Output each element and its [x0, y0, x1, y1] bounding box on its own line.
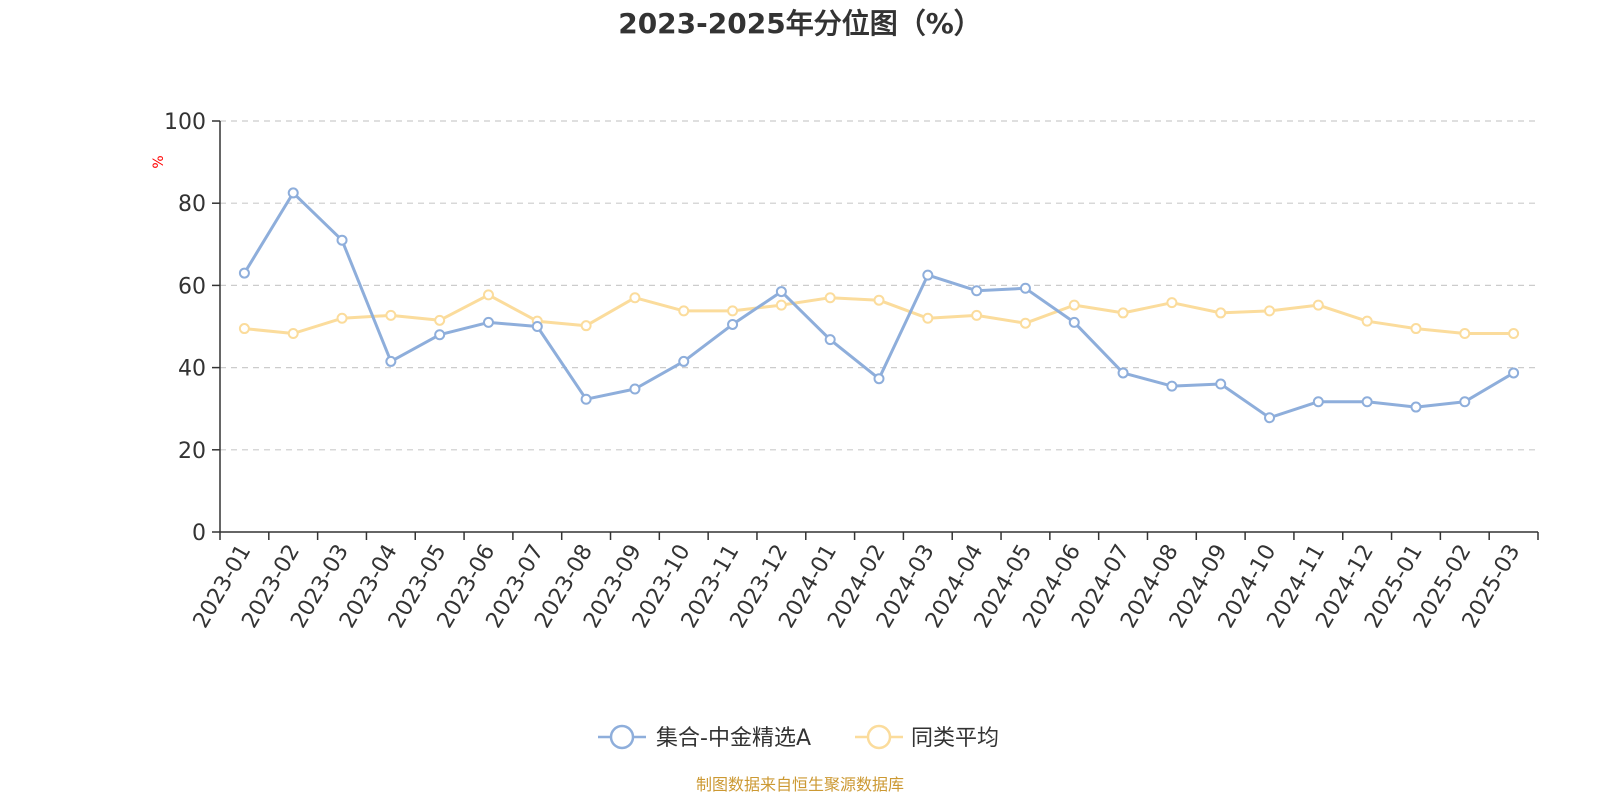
data-point — [1166, 297, 1178, 309]
data-point — [238, 323, 250, 335]
series-layer — [238, 187, 1520, 424]
y-tick-label: 60 — [178, 274, 206, 299]
legend: 集合-中金精选A 同类平均 — [598, 724, 999, 751]
data-point — [1410, 401, 1422, 413]
data-point — [971, 285, 983, 297]
series-2 — [238, 289, 1520, 339]
y-axis-unit: % — [151, 155, 167, 168]
chart-title: 2023-2025年分位图（%） — [618, 7, 982, 40]
data-point — [1459, 327, 1471, 339]
legend-item: 同类平均 — [855, 724, 999, 751]
data-point — [287, 187, 299, 199]
data-point — [727, 318, 739, 330]
series-1 — [238, 187, 1520, 424]
data-point — [678, 355, 690, 367]
data-point — [1361, 396, 1373, 408]
data-point — [678, 305, 690, 317]
data-point — [1019, 317, 1031, 329]
data-point — [1410, 323, 1422, 335]
data-point — [1166, 380, 1178, 392]
data-point — [1117, 367, 1129, 379]
data-point — [1215, 378, 1227, 390]
data-point — [1117, 307, 1129, 319]
data-point — [629, 292, 641, 304]
data-point — [1264, 412, 1276, 424]
data-point — [580, 393, 592, 405]
data-point — [434, 329, 446, 341]
source-note: 制图数据来自恒生聚源数据库 — [696, 775, 904, 794]
data-point — [629, 383, 641, 395]
data-point — [336, 312, 348, 324]
y-tick-label: 0 — [192, 521, 206, 546]
data-point — [1312, 299, 1324, 311]
data-point — [238, 267, 250, 279]
y-tick-label: 100 — [164, 110, 206, 135]
data-point — [1312, 396, 1324, 408]
data-point — [482, 316, 494, 328]
data-point — [824, 334, 836, 346]
y-tick-label: 80 — [178, 192, 206, 217]
data-point — [775, 299, 787, 311]
legend-marker — [866, 724, 892, 750]
data-point — [922, 269, 934, 281]
data-point — [775, 286, 787, 298]
data-point — [922, 312, 934, 324]
legend-marker — [609, 724, 635, 750]
data-point — [1508, 367, 1520, 379]
x-axis-ticks: 2023-012023-022023-032023-042023-052023-… — [189, 540, 1526, 632]
data-point — [1361, 315, 1373, 327]
legend-label: 同类平均 — [911, 726, 999, 751]
data-point — [531, 321, 543, 332]
data-point — [727, 305, 739, 317]
data-point — [1215, 307, 1227, 319]
data-point — [385, 309, 397, 321]
data-point — [1068, 316, 1080, 328]
y-tick-label: 40 — [178, 357, 206, 382]
axes — [212, 120, 1539, 540]
data-point — [1019, 282, 1031, 294]
data-point — [580, 320, 592, 332]
data-point — [1068, 299, 1080, 311]
data-point — [1508, 327, 1520, 339]
data-point — [873, 373, 885, 385]
y-tick-label: 20 — [178, 439, 206, 464]
data-point — [1264, 305, 1276, 317]
data-point — [482, 289, 494, 301]
y-axis-ticks: 0 20 40 60 80 100 — [164, 110, 206, 546]
data-point — [434, 314, 446, 326]
data-point — [971, 309, 983, 321]
legend-label: 集合-中金精选A — [656, 726, 811, 751]
data-point — [873, 294, 885, 306]
data-point — [336, 234, 348, 246]
data-point — [824, 292, 836, 304]
data-point — [287, 327, 299, 339]
data-point — [1459, 396, 1471, 408]
legend-item: 集合-中金精选A — [598, 724, 811, 751]
data-point — [385, 355, 397, 367]
